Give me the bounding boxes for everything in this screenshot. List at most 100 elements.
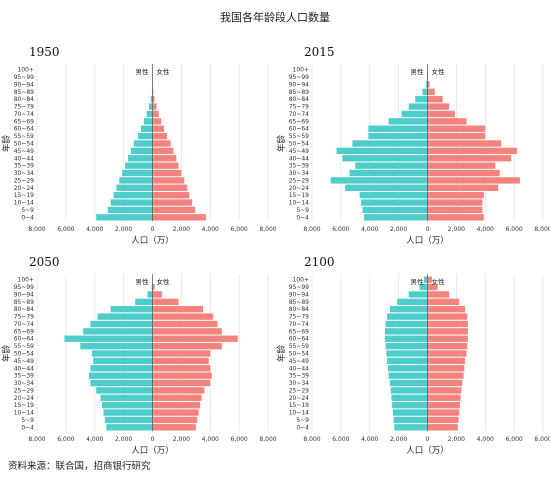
- age-tick-label: 5~9: [21, 417, 34, 424]
- female-bar: [152, 342, 222, 350]
- female-bar: [427, 394, 461, 401]
- male-bar: [342, 155, 428, 162]
- female-bar: [152, 214, 206, 221]
- female-bar: [427, 401, 460, 409]
- male-bar: [397, 298, 428, 306]
- male-bar: [387, 365, 428, 372]
- female-bar: [427, 335, 468, 342]
- female-bar: [152, 379, 211, 387]
- age-tick-label: 95~99: [14, 284, 34, 291]
- female-bar: [427, 424, 458, 431]
- population-tick-label: 6,000: [332, 226, 349, 233]
- male-bar: [80, 342, 153, 350]
- age-tick-label: 40~44: [14, 155, 34, 162]
- male-bar: [388, 118, 428, 125]
- female-bar: [427, 306, 466, 313]
- pyramid-panel-2100: 2100 0~45~910~1415~1920~2425~2930~3435~39…: [276, 255, 550, 456]
- age-tick-label: 5~9: [296, 207, 309, 214]
- female-bar: [152, 118, 162, 125]
- age-tick-label: 75~79: [289, 314, 309, 321]
- male-bar: [408, 103, 428, 110]
- male-bar: [363, 214, 428, 221]
- male-bar: [83, 328, 153, 335]
- age-tick-label: 0~4: [21, 214, 34, 221]
- female-bar: [152, 206, 196, 214]
- male-bar: [386, 350, 428, 357]
- female-bar: [427, 103, 450, 110]
- age-tick-label: 65~69: [14, 118, 34, 125]
- male-label: 男性: [411, 67, 425, 76]
- population-tick-label: 0: [151, 436, 155, 443]
- age-tick-label: 25~29: [14, 387, 34, 394]
- age-tick-label: 90~94: [289, 291, 309, 298]
- population-tick-label: 4,000: [361, 436, 378, 443]
- male-bar: [359, 191, 428, 199]
- age-tick-label: 35~39: [14, 373, 34, 380]
- male-bar: [368, 132, 428, 140]
- female-bar: [152, 132, 167, 140]
- male-label: 男性: [136, 277, 150, 286]
- male-bar: [392, 401, 428, 409]
- panel-title: 2100: [304, 255, 335, 269]
- male-bar: [107, 206, 153, 214]
- age-tick-label: 30~34: [14, 380, 34, 387]
- population-tick-label: 2,000: [115, 436, 132, 443]
- female-bar: [152, 110, 159, 118]
- male-bar: [390, 387, 428, 394]
- female-bar: [152, 365, 211, 372]
- female-label: 女性: [432, 277, 446, 286]
- age-tick-label: 50~54: [289, 351, 309, 358]
- age-tick-label: 90~94: [14, 81, 34, 88]
- x-axis-label: 人口（万）: [406, 235, 449, 246]
- male-bar: [393, 416, 428, 424]
- figure-title: 我国各年龄段人口数量: [220, 11, 330, 24]
- male-bar: [96, 214, 153, 221]
- female-bar: [152, 401, 201, 409]
- population-tick-label: 2,000: [390, 436, 407, 443]
- female-bar: [152, 184, 188, 191]
- age-tick-label: 25~29: [14, 177, 34, 184]
- age-tick-label: 90~94: [289, 81, 309, 88]
- age-tick-label: 20~24: [14, 395, 34, 402]
- population-tick-label: 6,000: [57, 226, 74, 233]
- age-tick-label: 75~79: [14, 314, 34, 321]
- female-bar: [427, 342, 468, 350]
- population-tick-label: 8,000: [259, 436, 276, 443]
- population-tick-label: 6,000: [506, 436, 523, 443]
- age-tick-label: 60~64: [14, 126, 34, 133]
- female-bar: [427, 147, 518, 155]
- population-tick-label: 4,000: [477, 436, 494, 443]
- male-bar: [349, 169, 428, 177]
- male-label: 男性: [136, 67, 150, 76]
- female-bar: [427, 199, 483, 206]
- age-tick-label: 40~44: [289, 365, 309, 372]
- age-tick-label: 55~59: [289, 343, 309, 350]
- age-tick-label: 70~74: [14, 111, 34, 118]
- male-bar: [96, 387, 153, 394]
- x-axis-label: 人口（万）: [131, 445, 174, 456]
- female-bar: [427, 118, 467, 125]
- female-bar: [152, 387, 205, 394]
- age-tick-label: 45~49: [14, 358, 34, 365]
- age-tick-label: 35~39: [289, 373, 309, 380]
- female-bar: [152, 335, 238, 342]
- male-bar: [116, 184, 153, 191]
- male-bar: [385, 320, 428, 328]
- panel-title: 1950: [29, 45, 60, 59]
- female-bar: [427, 357, 466, 365]
- age-tick-label: 20~24: [289, 185, 309, 192]
- population-tick-label: 2,000: [173, 436, 190, 443]
- male-bar: [130, 147, 153, 155]
- population-tick-label: 2,000: [448, 436, 465, 443]
- age-tick-label: 55~59: [289, 133, 309, 140]
- male-bar: [422, 88, 428, 96]
- x-axis-label: 人口（万）: [131, 235, 174, 246]
- male-bar: [408, 291, 428, 298]
- male-bar: [330, 177, 428, 184]
- population-tick-label: 4,000: [86, 436, 103, 443]
- female-bar: [427, 313, 468, 320]
- female-bar: [152, 291, 162, 298]
- age-tick-label: 50~54: [14, 141, 34, 148]
- population-tick-label: 8,000: [534, 436, 550, 443]
- age-tick-label: 85~89: [289, 89, 309, 96]
